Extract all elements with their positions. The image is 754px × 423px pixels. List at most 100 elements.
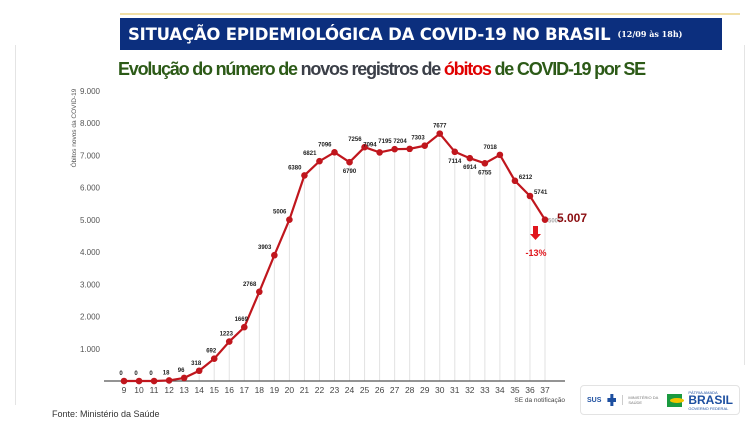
y-tick-label: 7.000 <box>80 151 101 160</box>
data-label: 6790 <box>343 169 357 175</box>
data-label: 7677 <box>433 124 447 130</box>
x-tick-label: 24 <box>345 385 355 395</box>
data-point <box>331 149 338 156</box>
down-arrow-icon <box>530 226 541 240</box>
data-point <box>361 143 368 151</box>
data-label: 7096 <box>318 142 332 148</box>
y-tick-label: 9.000 <box>80 87 101 96</box>
title-part-1: Evolução do número de <box>118 59 301 79</box>
x-tick-label: 18 <box>255 385 265 395</box>
source-note: Fonte: Ministério da Saúde <box>52 409 160 419</box>
last-value-callout: 5.007 <box>557 211 587 225</box>
data-label: 7303 <box>411 136 425 142</box>
data-label: 6755 <box>478 170 492 176</box>
data-point <box>466 154 474 162</box>
data-point <box>180 374 188 382</box>
data-label: 7094 <box>363 142 377 148</box>
left-divider <box>15 45 16 405</box>
data-label: 318 <box>191 361 202 367</box>
x-tick-label: 29 <box>420 385 430 395</box>
title-part-3: óbitos <box>443 59 492 79</box>
x-tick-label: 15 <box>209 385 219 395</box>
data-point <box>496 151 504 159</box>
data-label: 0 <box>149 371 153 377</box>
data-point <box>346 158 353 166</box>
x-tick-label: 25 <box>360 385 370 395</box>
data-label: 0 <box>134 371 138 377</box>
data-label: 96 <box>178 368 185 374</box>
sus-logo: SUS <box>587 396 602 404</box>
data-point <box>511 177 519 185</box>
ministry-logo: MINISTÉRIO DA SAÚDE <box>622 395 661 405</box>
x-tick-label: 33 <box>480 385 490 395</box>
x-tick-label: 17 <box>240 385 250 395</box>
x-tick-label: 37 <box>540 385 550 395</box>
data-label: 2768 <box>243 282 257 288</box>
data-label: 6212 <box>519 175 533 181</box>
x-tick-label: 27 <box>390 385 400 395</box>
change-callout: -13% <box>525 248 546 258</box>
x-tick-label: 26 <box>375 385 385 395</box>
data-point <box>210 355 218 363</box>
data-point <box>165 377 173 384</box>
brasil-word: BRASIL <box>688 392 733 407</box>
chart-title: Evolução do número de novos registros de… <box>118 59 646 80</box>
data-point <box>541 216 549 223</box>
x-tick-label: 23 <box>330 385 340 395</box>
data-point <box>225 338 233 345</box>
y-tick-label: 8.000 <box>80 119 101 128</box>
x-tick-label: 14 <box>194 385 204 395</box>
x-tick-label: 30 <box>435 385 445 395</box>
y-tick-label: 2.000 <box>80 313 101 322</box>
x-tick-label: 35 <box>510 385 520 395</box>
logo-bar: SUS MINISTÉRIO DA SAÚDE PÁTRIA AMADA BRA… <box>580 385 740 415</box>
data-point <box>436 130 444 137</box>
x-tick-label: 10 <box>134 385 144 395</box>
title-part-2: novos registros de <box>300 59 444 79</box>
data-label: 3903 <box>258 245 272 251</box>
y-tick-label: 3.000 <box>80 280 101 289</box>
data-label: 692 <box>206 349 217 355</box>
data-point <box>150 377 158 385</box>
y-axis-label: Óbitos novos da COVID-19 <box>69 88 78 167</box>
x-tick-label: 9 <box>122 385 127 395</box>
data-label: 7018 <box>484 145 498 151</box>
y-tick-label: 4.000 <box>80 248 101 257</box>
data-label: 7114 <box>448 159 462 165</box>
data-point <box>240 323 248 331</box>
x-tick-label: 11 <box>150 385 159 395</box>
data-point <box>271 251 278 259</box>
y-tick-label: 5.000 <box>80 216 101 225</box>
data-point <box>391 145 398 153</box>
y-tick-label: 6.000 <box>80 184 101 193</box>
data-label: 1669 <box>235 317 249 323</box>
right-divider <box>744 45 745 365</box>
header-banner: SITUAÇÃO EPIDEMIOLÓGICA DA COVID-19 NO B… <box>120 18 722 50</box>
x-tick-label: 21 <box>300 385 310 395</box>
brasil-logo: PÁTRIA AMADA BRASIL GOVERNO FEDERAL <box>688 390 733 411</box>
gov-word: GOVERNO FEDERAL <box>688 405 729 411</box>
data-point <box>451 148 459 156</box>
x-tick-label: 13 <box>179 385 189 395</box>
x-axis-label: SE da notificação <box>514 397 565 404</box>
data-label: 6380 <box>288 165 302 171</box>
x-tick-label: 36 <box>525 385 535 395</box>
data-point <box>286 216 293 223</box>
x-tick-label: 32 <box>465 385 475 395</box>
data-label: 1223 <box>220 332 234 338</box>
top-divider <box>120 13 740 15</box>
data-point <box>120 377 128 385</box>
brazil-flag-icon <box>667 393 685 407</box>
data-label: 7195 <box>378 139 392 145</box>
data-label: 5741 <box>534 190 548 196</box>
data-label: 6821 <box>303 151 317 157</box>
data-point <box>256 288 263 296</box>
sus-cross-icon <box>607 394 617 406</box>
data-label: 7256 <box>348 137 362 143</box>
x-tick-label: 20 <box>285 385 295 395</box>
data-label: 0 <box>119 371 123 377</box>
data-point <box>481 160 489 167</box>
data-point <box>376 149 383 156</box>
data-label: 5007 <box>548 219 562 225</box>
